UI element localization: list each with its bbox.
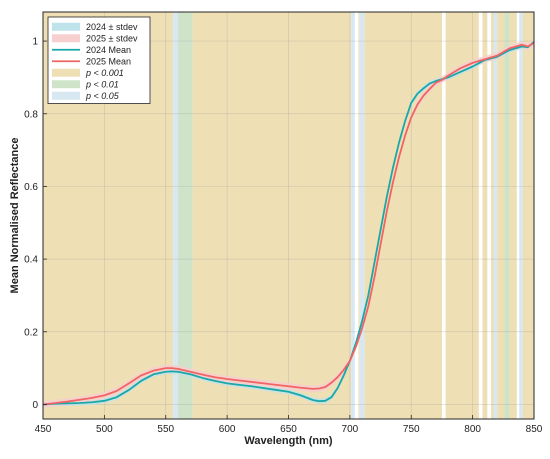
x-tick-label-6: 750 bbox=[403, 424, 420, 435]
x-axis-ticks: 450 500 550 600 650 700 750 800 850 bbox=[35, 415, 543, 435]
mean-lines bbox=[42, 41, 535, 406]
significance-region-p01-2 bbox=[178, 12, 193, 419]
legend-swatch-5 bbox=[52, 80, 80, 89]
significance-region-p01-13 bbox=[504, 12, 510, 419]
y-tick-label-1: 0.2 bbox=[24, 327, 38, 338]
x-tick-label-2: 550 bbox=[157, 424, 174, 435]
legend-label-0: 2024 ± stdev bbox=[86, 22, 138, 32]
legend-swatch-6 bbox=[52, 91, 80, 100]
legend-swatch-4 bbox=[52, 68, 80, 77]
x-tick-label-4: 650 bbox=[280, 424, 297, 435]
x-tick-label-8: 850 bbox=[526, 424, 543, 435]
y-axis-ticks: 0 0.2 0.4 0.6 0.8 1 bbox=[24, 37, 47, 411]
x-tick-label-5: 700 bbox=[342, 424, 359, 435]
legend-label-3: 2025 Mean bbox=[86, 56, 131, 66]
legend-label-6: p < 0.05 bbox=[85, 91, 120, 101]
significance-region-p001-5 bbox=[358, 12, 360, 419]
y-tick-label-3: 0.6 bbox=[24, 182, 38, 193]
mean-line-1 bbox=[42, 42, 535, 406]
y-tick-label-0: 0 bbox=[32, 400, 38, 411]
legend-label-2: 2024 Mean bbox=[86, 45, 131, 55]
legend-label-4: p < 0.001 bbox=[85, 68, 124, 78]
significance-region-p001-3 bbox=[192, 12, 352, 419]
x-tick-label-1: 500 bbox=[96, 424, 113, 435]
significance-regions bbox=[43, 12, 534, 419]
x-tick-label-7: 800 bbox=[464, 424, 481, 435]
significance-region-p001-12 bbox=[497, 12, 505, 419]
significance-region-p05-1 bbox=[173, 12, 179, 419]
y-tick-label-4: 0.8 bbox=[24, 109, 38, 120]
legend-label-5: p < 0.01 bbox=[85, 79, 119, 89]
legend-swatch-1 bbox=[52, 34, 80, 43]
significance-region-p001-7 bbox=[364, 12, 442, 419]
significance-region-p05-15 bbox=[519, 12, 523, 419]
y-tick-label-5: 1 bbox=[32, 37, 38, 48]
significance-region-p001-9 bbox=[482, 12, 488, 419]
x-axis-label: Wavelength (nm) bbox=[244, 435, 333, 447]
significance-region-p05-6 bbox=[359, 12, 365, 419]
significance-region-p001-8 bbox=[445, 12, 479, 419]
y-axis-label: Mean Normalised Reflectance bbox=[9, 138, 21, 294]
legend-box bbox=[47, 16, 151, 104]
significance-region-p001-16 bbox=[522, 12, 534, 419]
x-tick-label-3: 600 bbox=[219, 424, 236, 435]
y-tick-label-2: 0.4 bbox=[24, 255, 38, 266]
significance-region-p05-4 bbox=[351, 12, 355, 419]
significance-region-p05-11 bbox=[493, 12, 498, 419]
significance-region-p001-14 bbox=[509, 12, 517, 419]
x-tick-label-0: 450 bbox=[35, 424, 52, 435]
significance-region-p001-10 bbox=[491, 12, 494, 419]
legend-label-1: 2025 ± stdev bbox=[86, 33, 138, 43]
legend-swatch-0 bbox=[52, 22, 80, 31]
